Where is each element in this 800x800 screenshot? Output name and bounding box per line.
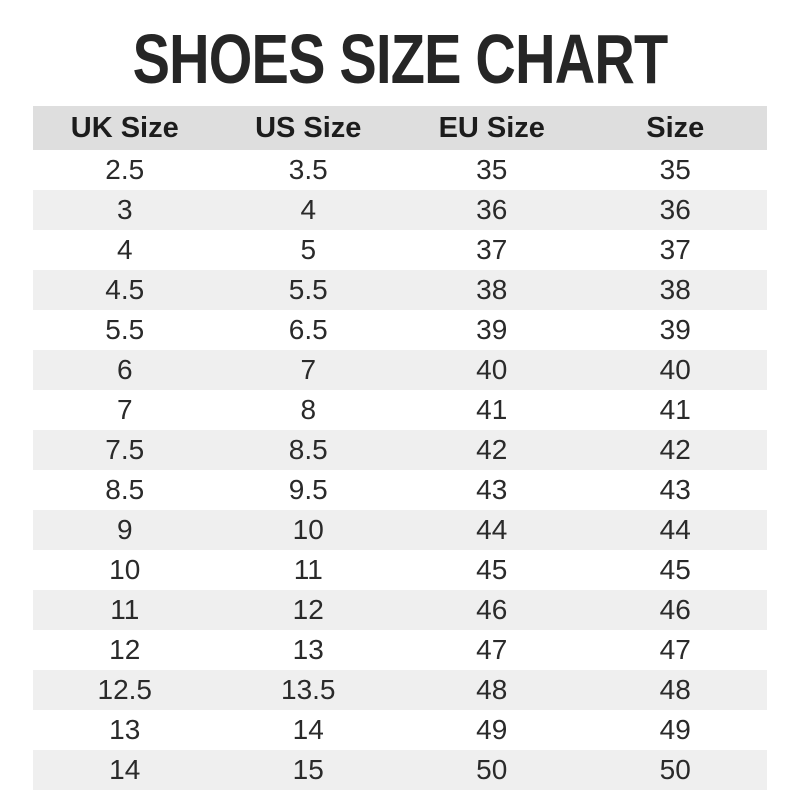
size-cell: 7 (300, 354, 317, 385)
size-cell: 40 (476, 354, 508, 385)
table-header-row: UK Size US Size EU Size Size (33, 106, 767, 150)
table-row: 9 10 44 44 (33, 510, 767, 550)
size-cell: 40 (659, 354, 691, 385)
size-cell: 41 (659, 394, 691, 425)
size-cell: 46 (659, 594, 691, 625)
size-cell: 4.5 (105, 274, 145, 305)
size-cell: 36 (476, 194, 508, 225)
size-cell: 47 (476, 634, 508, 665)
size-cell: 5.5 (288, 274, 328, 305)
size-cell: 45 (476, 554, 508, 585)
column-header-us-size: US Size (255, 111, 362, 144)
size-cell: 12 (292, 594, 324, 625)
size-cell: 3.5 (288, 154, 328, 185)
size-cell: 14 (109, 754, 141, 785)
size-cell: 6 (116, 354, 133, 385)
size-cell: 8 (300, 394, 317, 425)
size-cell: 13 (109, 714, 141, 745)
size-cell: 43 (476, 474, 508, 505)
size-cell: 44 (476, 514, 508, 545)
size-cell: 13.5 (281, 674, 336, 705)
size-cell: 9.5 (288, 474, 328, 505)
size-cell: 38 (476, 274, 508, 305)
table-row: 10 11 45 45 (33, 550, 767, 590)
size-cell: 50 (476, 754, 508, 785)
size-cell: 39 (659, 314, 691, 345)
size-cell: 6.5 (288, 314, 328, 345)
table-row: 11 12 46 46 (33, 590, 767, 630)
size-table: UK Size US Size EU Size Size 2.5 3.5 35 35 3… (33, 106, 767, 790)
size-cell: 11 (110, 594, 140, 625)
size-cell: 36 (659, 194, 691, 225)
size-cell: 37 (476, 234, 508, 265)
table-row: 14 15 50 50 (33, 750, 767, 790)
column-header-eu-size: EU Size (438, 111, 545, 144)
size-cell: 4 (116, 234, 133, 265)
size-cell: 42 (659, 434, 691, 465)
size-cell: 10 (292, 514, 324, 545)
size-cell: 48 (659, 674, 691, 705)
table-row: 5.5 6.5 39 39 (33, 310, 767, 350)
size-cell: 3 (116, 194, 133, 225)
size-cell: 7 (116, 394, 133, 425)
size-cell: 2.5 (105, 154, 145, 185)
size-cell: 10 (109, 554, 141, 585)
size-cell: 46 (476, 594, 508, 625)
size-cell: 49 (476, 714, 508, 745)
size-cell: 8.5 (288, 434, 328, 465)
size-cell: 11 (293, 554, 323, 585)
size-cell: 38 (659, 274, 691, 305)
column-header-size: Size (646, 111, 705, 144)
table-row: 7.5 8.5 42 42 (33, 430, 767, 470)
table-row: 2.5 3.5 35 35 (33, 150, 767, 190)
size-cell: 13 (292, 634, 324, 665)
table-row: 8.5 9.5 43 43 (33, 470, 767, 510)
size-cell: 49 (659, 714, 691, 745)
table-row: 3 4 36 36 (33, 190, 767, 230)
table-row: 6 7 40 40 (33, 350, 767, 390)
size-cell: 47 (659, 634, 691, 665)
size-cell: 44 (659, 514, 691, 545)
page-title: SHOES SIZE CHART (132, 20, 669, 98)
size-cell: 12 (109, 634, 141, 665)
table-row: 13 14 49 49 (33, 710, 767, 750)
size-cell: 39 (476, 314, 508, 345)
table-row: 12 13 47 47 (33, 630, 767, 670)
size-cell: 8.5 (105, 474, 145, 505)
size-cell: 5 (300, 234, 317, 265)
size-cell: 37 (659, 234, 691, 265)
table-row: 7 8 41 41 (33, 390, 767, 430)
table-row: 4.5 5.5 38 38 (33, 270, 767, 310)
size-cell: 43 (659, 474, 691, 505)
size-cell: 50 (659, 754, 691, 785)
size-cell: 4 (300, 194, 317, 225)
size-cell: 15 (292, 754, 324, 785)
table-body: 2.5 3.5 35 35 3 4 36 36 4 5 37 37 4.5 5.5 38 38 5.5 6.5 39… (33, 150, 767, 790)
table-row: 12.5 13.5 48 48 (33, 670, 767, 710)
size-cell: 5.5 (105, 314, 145, 345)
size-cell: 9 (116, 514, 133, 545)
size-cell: 35 (659, 154, 691, 185)
table-row: 4 5 37 37 (33, 230, 767, 270)
size-cell: 14 (292, 714, 324, 745)
size-cell: 48 (476, 674, 508, 705)
size-cell: 35 (476, 154, 508, 185)
size-cell: 41 (476, 394, 508, 425)
size-cell: 45 (659, 554, 691, 585)
size-cell: 42 (476, 434, 508, 465)
column-header-uk-size: UK Size (70, 111, 179, 144)
size-cell: 7.5 (105, 434, 145, 465)
size-cell: 12.5 (97, 674, 153, 705)
